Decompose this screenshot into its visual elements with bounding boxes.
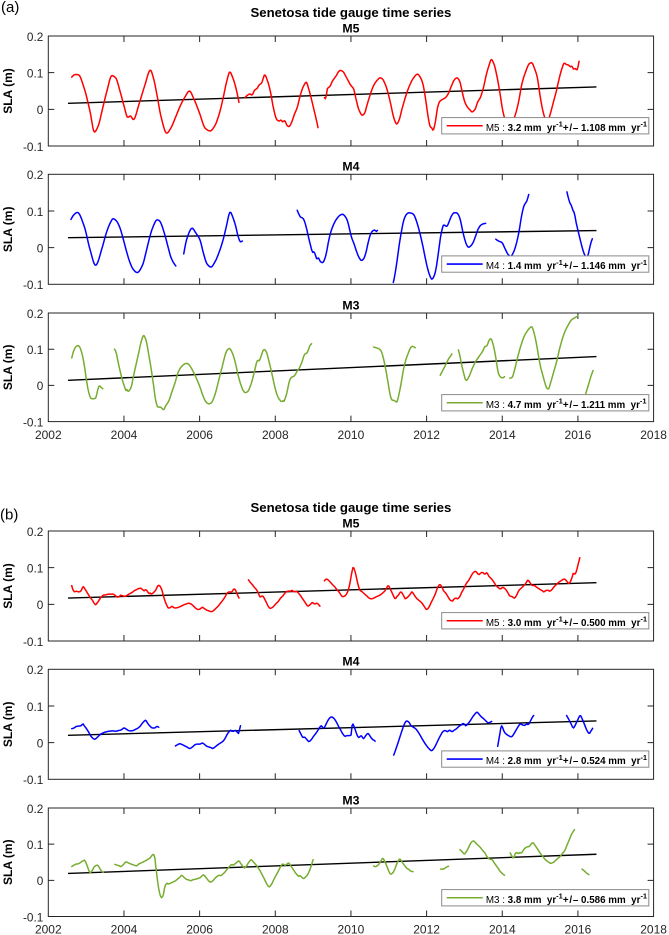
svg-text:0.2: 0.2: [27, 168, 43, 182]
svg-text:0.1: 0.1: [27, 700, 43, 714]
svg-text:0.1: 0.1: [27, 343, 43, 357]
svg-text:0.1: 0.1: [27, 67, 43, 81]
svg-text:2014: 2014: [489, 923, 516, 935]
svg-text:0.1: 0.1: [27, 205, 43, 219]
svg-text:(b): (b): [0, 507, 18, 524]
svg-text:Senetosa tide gauge time serie: Senetosa tide gauge time series: [250, 5, 451, 20]
svg-text:0.1: 0.1: [27, 838, 43, 852]
svg-text:0: 0: [37, 736, 44, 750]
svg-text:SLA (m): SLA (m): [1, 563, 15, 609]
svg-text:2006: 2006: [186, 923, 213, 935]
svg-text:2012: 2012: [413, 428, 440, 442]
svg-text:0: 0: [37, 241, 44, 255]
svg-text:0: 0: [37, 103, 44, 117]
svg-text:0: 0: [37, 379, 44, 393]
svg-text:2004: 2004: [111, 428, 138, 442]
svg-text:-0.1: -0.1: [23, 278, 43, 292]
svg-text:2018: 2018: [640, 428, 667, 442]
svg-text:0.2: 0.2: [27, 307, 43, 321]
svg-text:2006: 2006: [186, 428, 213, 442]
svg-text:M4: M4: [342, 655, 359, 669]
svg-text:SLA (m): SLA (m): [1, 702, 15, 748]
svg-text:2002: 2002: [35, 428, 62, 442]
svg-text:0: 0: [37, 598, 44, 612]
svg-text:2004: 2004: [111, 923, 138, 935]
svg-text:2008: 2008: [262, 428, 289, 442]
svg-text:M3: M3: [342, 298, 359, 312]
svg-text:0.2: 0.2: [27, 802, 43, 816]
svg-text:2018: 2018: [640, 923, 667, 935]
svg-text:2016: 2016: [565, 428, 592, 442]
svg-text:2008: 2008: [262, 923, 289, 935]
svg-text:M5: M5: [342, 516, 359, 530]
svg-text:2012: 2012: [413, 923, 440, 935]
svg-text:M4 : 1.4 mm yr-1+ / – 1.146 m: M4 : 1.4 mm yr-1+ / – 1.146 mm yr-1: [486, 258, 647, 272]
svg-text:0.2: 0.2: [27, 663, 43, 677]
svg-text:M4 : 2.8 mm yr-1+ / – 0.524 m: M4 : 2.8 mm yr-1+ / – 0.524 mm yr-1: [486, 753, 647, 767]
svg-text:-0.1: -0.1: [23, 140, 43, 154]
svg-text:M4: M4: [342, 160, 359, 174]
svg-text:M3 : 3.8 mm yr-1+ / – 0.586 m: M3 : 3.8 mm yr-1+ / – 0.586 mm yr-1: [486, 892, 647, 906]
svg-text:SLA (m): SLA (m): [1, 345, 15, 391]
svg-text:2014: 2014: [489, 428, 516, 442]
svg-text:-0.1: -0.1: [23, 910, 43, 924]
svg-text:SLA (m): SLA (m): [1, 68, 15, 114]
svg-text:(a): (a): [1, 0, 19, 16]
svg-text:0: 0: [37, 874, 44, 888]
svg-text:M5: M5: [342, 21, 359, 35]
svg-text:2016: 2016: [565, 923, 592, 935]
svg-text:2002: 2002: [35, 923, 62, 935]
svg-text:-0.1: -0.1: [23, 415, 43, 429]
svg-text:2010: 2010: [338, 428, 365, 442]
svg-text:Senetosa tide gauge time serie: Senetosa tide gauge time series: [250, 500, 451, 515]
svg-text:0.2: 0.2: [27, 30, 43, 44]
svg-text:-0.1: -0.1: [23, 635, 43, 649]
svg-text:2010: 2010: [338, 923, 365, 935]
svg-text:SLA (m): SLA (m): [1, 207, 15, 253]
svg-text:SLA (m): SLA (m): [1, 839, 15, 885]
svg-text:M3 : 4.7 mm yr-1+ / – 1.211 m: M3 : 4.7 mm yr-1+ / – 1.211 mm yr-1: [486, 397, 647, 411]
svg-text:-0.1: -0.1: [23, 773, 43, 787]
svg-text:M5 : 3.0 mm yr-1+ / – 0.500 m: M5 : 3.0 mm yr-1+ / – 0.500 mm yr-1: [486, 615, 647, 629]
svg-text:M5 : 3.2 mm yr-1+ / – 1.108 m: M5 : 3.2 mm yr-1+ / – 1.108 mm yr-1: [486, 120, 647, 134]
svg-text:M3: M3: [342, 793, 359, 807]
svg-text:0.1: 0.1: [27, 562, 43, 576]
svg-text:0.2: 0.2: [27, 525, 43, 539]
